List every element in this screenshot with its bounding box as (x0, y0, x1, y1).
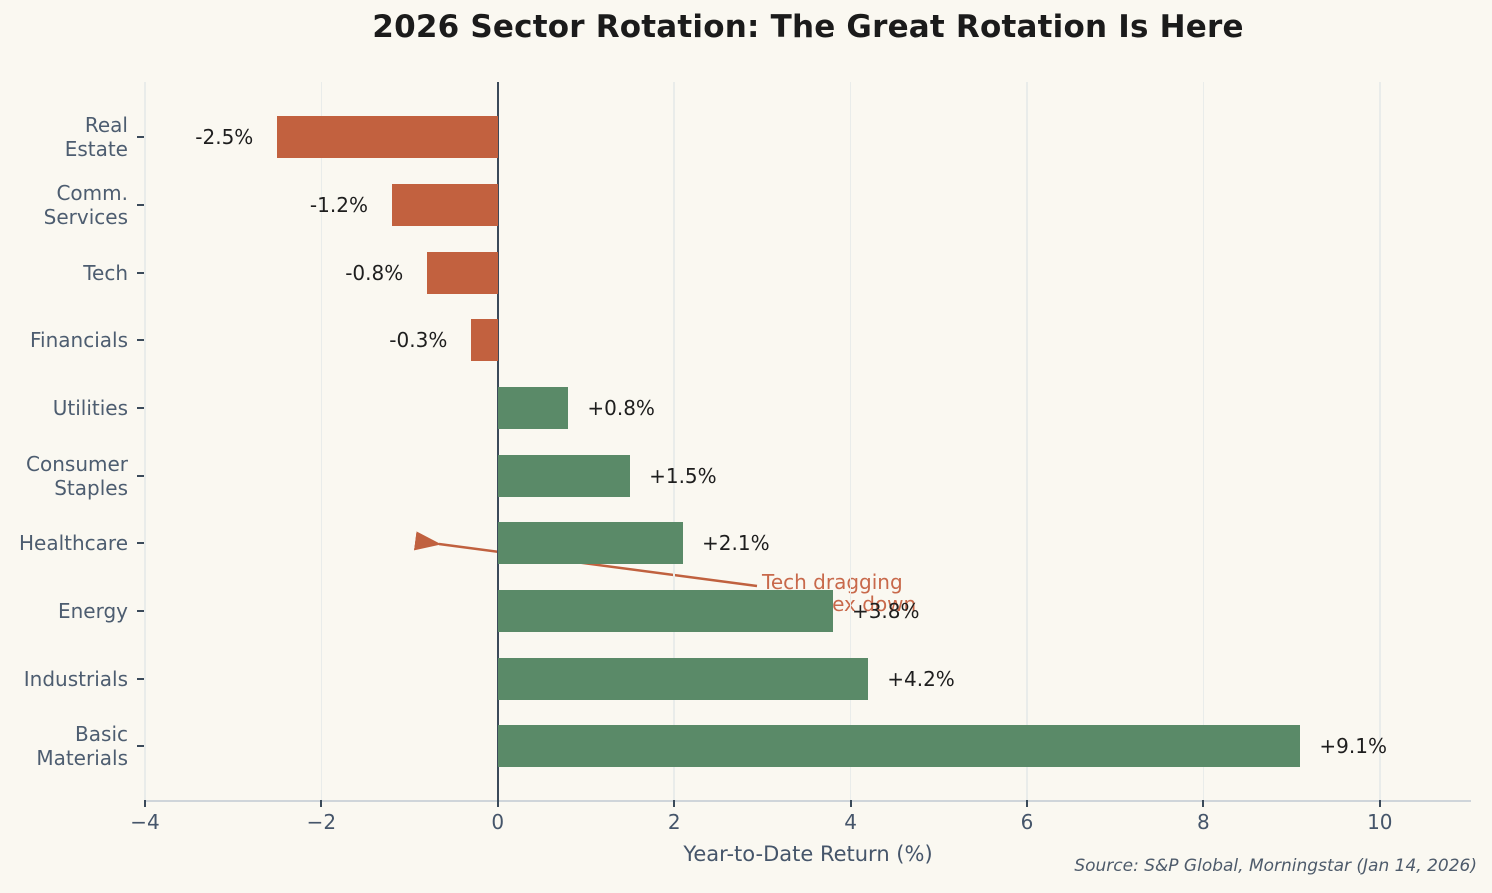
category-label-real-estate: Real Estate (64, 113, 128, 162)
x-tick-label: 8 (1197, 810, 1210, 834)
y-tick-mark (137, 406, 144, 409)
y-tick-mark (137, 474, 144, 477)
y-tick-mark (137, 609, 144, 612)
x-tick-mark (144, 800, 146, 807)
x-tick-mark (849, 800, 852, 807)
x-axis-label: Year-to-Date Return (%) (683, 842, 933, 866)
value-label-real-estate: -2.5% (195, 125, 254, 150)
value-label-financials: -0.3% (389, 328, 448, 353)
x-tick-label: 6 (1020, 810, 1034, 834)
x-tick-label: 0 (491, 810, 505, 834)
x-tick-mark (1026, 800, 1028, 807)
bar-basic-materials (497, 725, 1301, 768)
gridline (1026, 82, 1028, 801)
category-label-comm-services: Comm. Services (43, 180, 128, 229)
value-label-healthcare: +2.1% (702, 531, 770, 556)
category-label-healthcare: Healthcare (18, 531, 128, 556)
category-label-tech: Tech (83, 260, 128, 285)
source-note: Source: S&P Global, Morningstar (Jan 14,… (1074, 856, 1477, 876)
bar-healthcare (497, 522, 684, 565)
y-tick-mark (137, 271, 144, 274)
plot-area: Tech dragging the index down (144, 82, 1471, 801)
chart-title: 2026 Sector Rotation: The Great Rotation… (372, 9, 1244, 45)
x-tick-mark (320, 800, 323, 807)
category-label-energy: Energy (57, 598, 128, 623)
y-tick-mark (137, 542, 144, 545)
y-tick-mark (137, 136, 144, 139)
value-label-utilities: +0.8% (587, 395, 655, 420)
x-tick-label: 4 (844, 810, 857, 834)
value-label-consumer-staples: +1.5% (649, 463, 717, 488)
x-axis-spine (145, 800, 1471, 802)
value-label-comm-services: -1.2% (309, 192, 368, 217)
gridline (1379, 82, 1381, 801)
bar-comm-services (391, 183, 498, 226)
value-label-tech: -0.8% (345, 260, 404, 285)
category-label-utilities: Utilities (52, 395, 128, 420)
gridline (849, 82, 852, 801)
category-label-consumer-staples: Consumer Staples (26, 451, 128, 500)
x-tick-label: −2 (306, 810, 337, 834)
bar-consumer-staples (497, 454, 631, 497)
bar-financials (471, 319, 498, 362)
category-label-basic-materials: Basic Materials (36, 722, 128, 771)
value-label-energy: +3.8% (851, 598, 920, 623)
y-tick-mark (137, 745, 144, 748)
x-tick-mark (496, 800, 499, 807)
y-tick-mark (137, 203, 144, 206)
category-label-industrials: Industrials (23, 666, 128, 691)
gridline (320, 82, 323, 801)
bar-energy (497, 589, 833, 632)
y-tick-mark (137, 677, 144, 680)
bar-tech (427, 251, 498, 294)
zero-baseline (496, 82, 499, 801)
gridline (1202, 82, 1205, 801)
bar-real-estate (277, 116, 498, 159)
bar-utilities (497, 386, 569, 429)
bar-industrials (497, 657, 869, 700)
gridline (673, 82, 675, 801)
x-tick-mark (1202, 800, 1205, 807)
value-label-industrials: +4.2% (887, 666, 955, 691)
gridline (144, 82, 146, 801)
y-tick-mark (137, 339, 144, 342)
category-label-financials: Financials (30, 328, 128, 353)
x-tick-mark (1378, 800, 1381, 807)
value-label-basic-materials: +9.1% (1319, 734, 1387, 759)
x-tick-label: 2 (667, 810, 681, 834)
x-tick-mark (673, 800, 676, 807)
x-tick-label: −4 (130, 810, 160, 834)
x-tick-label: 10 (1367, 810, 1393, 834)
